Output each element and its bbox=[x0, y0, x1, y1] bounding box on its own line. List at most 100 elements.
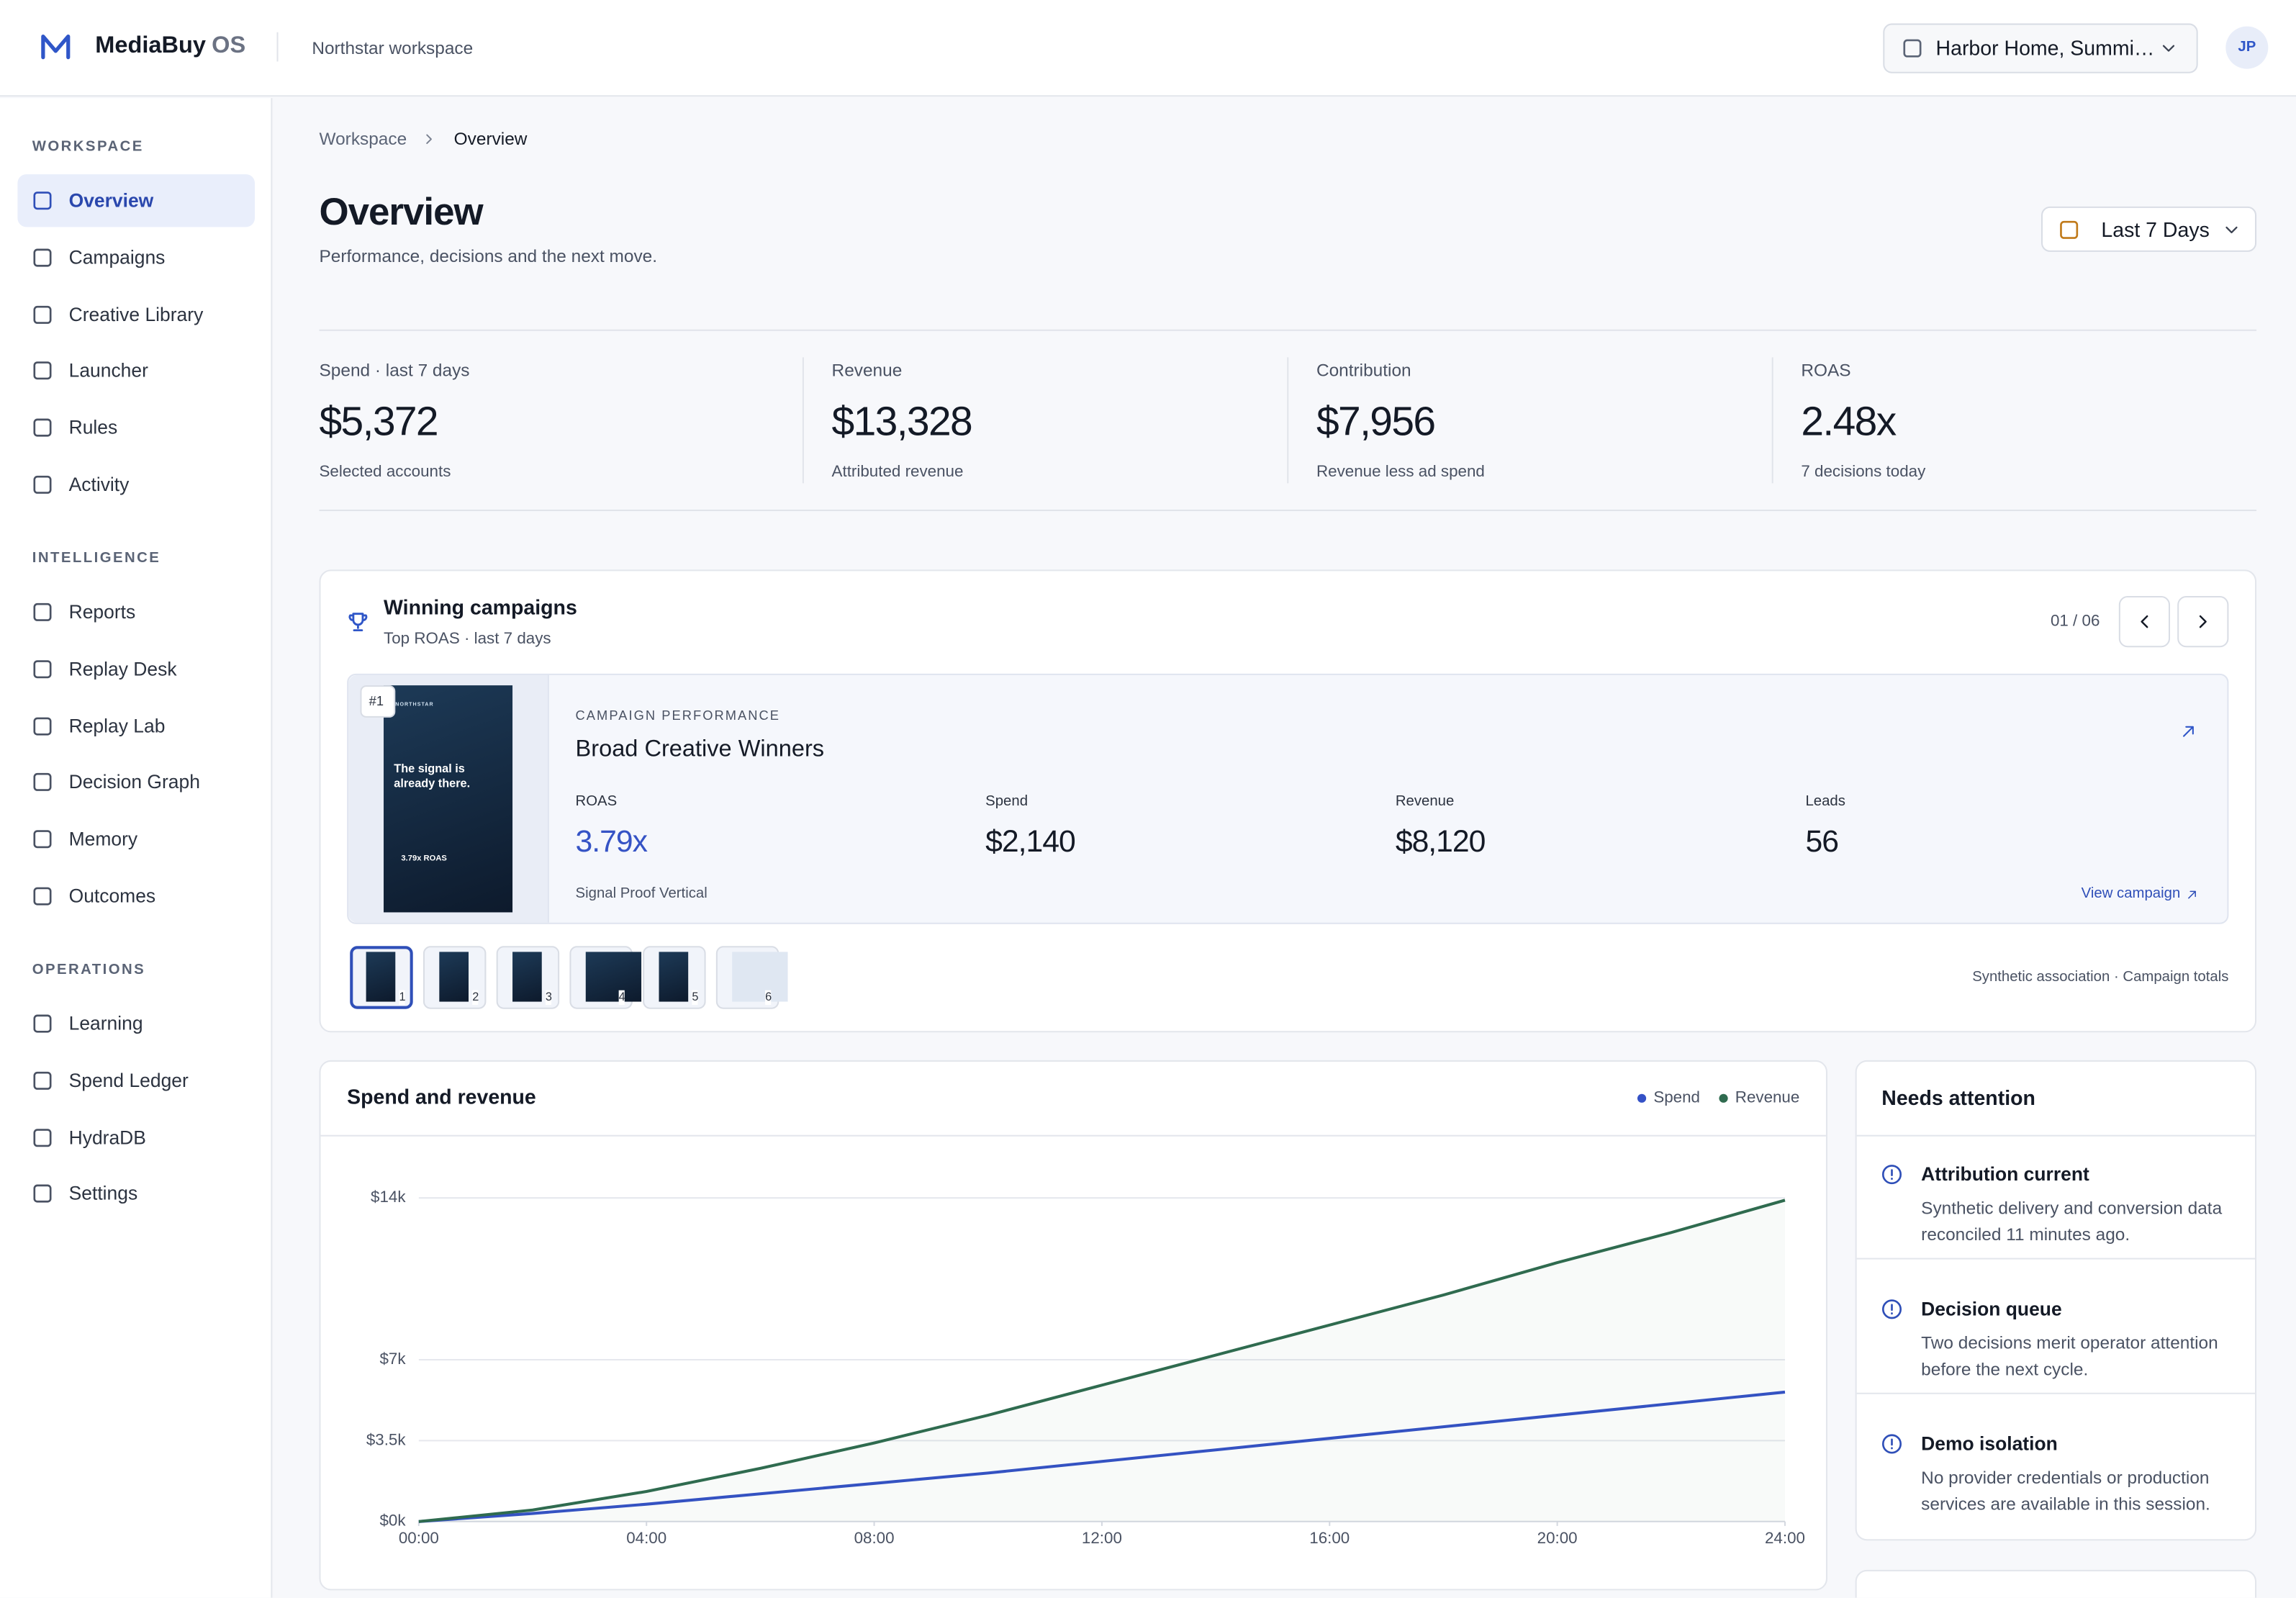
icon-shape bbox=[1903, 39, 1922, 58]
thumbnail-number: 3 bbox=[545, 990, 552, 1005]
y-tick-label: $0k bbox=[379, 1512, 406, 1530]
brand: MediaBuy OS bbox=[95, 32, 245, 62]
nav-item-label: Memory bbox=[68, 828, 138, 850]
icon bbox=[2225, 226, 2238, 234]
attention-card bbox=[1855, 1060, 2257, 1541]
icon bbox=[33, 716, 52, 735]
icon-shape bbox=[33, 191, 52, 210]
icon-shape bbox=[33, 716, 52, 735]
x-tick-label: 00:00 bbox=[399, 1529, 439, 1547]
icon bbox=[33, 887, 52, 906]
icon-shape bbox=[2225, 226, 2238, 234]
icon-shape bbox=[348, 612, 368, 631]
kpi-label: Revenue bbox=[831, 360, 903, 381]
icon-shape bbox=[33, 773, 52, 792]
pager-button[interactable] bbox=[2177, 596, 2229, 648]
card-subtitle: Top ROAS · last 7 days bbox=[384, 630, 551, 649]
workspace-name: Northstar workspace bbox=[312, 37, 474, 58]
item-divider bbox=[1856, 1392, 2256, 1394]
brand-text: OS bbox=[212, 33, 246, 59]
kpi-top-line bbox=[319, 329, 2257, 331]
rank-badge bbox=[360, 685, 396, 718]
icon bbox=[33, 830, 52, 849]
thumbnail-image bbox=[512, 952, 542, 1002]
icon-shape bbox=[2188, 890, 2196, 899]
kpi-divider bbox=[1287, 357, 1289, 484]
thumbnail-image bbox=[732, 952, 788, 1002]
kpi-note: Selected accounts bbox=[319, 463, 451, 482]
header-divider bbox=[1856, 1134, 2256, 1137]
account-select[interactable] bbox=[1883, 23, 2198, 73]
icon bbox=[2162, 45, 2175, 52]
poster-headline: The signal is already there. bbox=[394, 762, 471, 790]
thumbnail-number: 4 bbox=[618, 990, 625, 1005]
view-campaign-link[interactable]: View campaign bbox=[2081, 885, 2181, 903]
pager-button[interactable] bbox=[2118, 596, 2171, 648]
attention-text: Two decisions merit operator attention b… bbox=[1921, 1332, 2218, 1380]
icon bbox=[1881, 1165, 1902, 1185]
nav-section-title: WORKSPACE bbox=[32, 139, 144, 155]
icon bbox=[33, 1185, 52, 1204]
icon-shape bbox=[33, 1128, 52, 1147]
nav-item-label: Activity bbox=[68, 473, 130, 496]
y-tick-label: $3.5k bbox=[366, 1430, 407, 1448]
kpi-divider bbox=[1771, 357, 1773, 484]
metric-value: $2,140 bbox=[985, 825, 1076, 859]
attention-text: No provider credentials or production se… bbox=[1921, 1467, 2210, 1515]
page-subtitle: Performance, decisions and the next move… bbox=[319, 245, 658, 266]
nav-item-label: Spend Ledger bbox=[68, 1069, 189, 1091]
pager: 01 / 06 bbox=[2050, 613, 2100, 631]
creative-name: Signal Proof Vertical bbox=[575, 885, 708, 903]
kpi-label: Spend · last 7 days bbox=[319, 360, 470, 381]
footnote: Synthetic association · Campaign totals bbox=[1972, 969, 2229, 986]
y-tick-label: $7k bbox=[379, 1350, 406, 1368]
nav-item[interactable] bbox=[17, 459, 255, 511]
x-tick-label: 24:00 bbox=[1765, 1529, 1805, 1547]
icon-shape bbox=[33, 1071, 52, 1090]
metric-label: Spend bbox=[985, 793, 1029, 811]
page-title: Overview bbox=[319, 189, 484, 234]
legend-swatch bbox=[1719, 1093, 1728, 1103]
nav-item-label: HydraDB bbox=[68, 1126, 146, 1148]
thumbnail-image bbox=[659, 952, 689, 1002]
series-line bbox=[418, 1390, 1786, 1523]
metric-label: ROAS bbox=[575, 793, 618, 811]
x-tick-label: 12:00 bbox=[1082, 1529, 1122, 1547]
nav-item-label: Settings bbox=[68, 1183, 138, 1205]
icon-shape bbox=[1881, 1165, 1902, 1185]
nav-item-label: Replay Desk bbox=[68, 657, 177, 680]
icon bbox=[2060, 220, 2079, 239]
x-tick-label: 04:00 bbox=[626, 1529, 666, 1547]
nav-item[interactable] bbox=[17, 174, 255, 227]
nav-item-label: Campaigns bbox=[68, 245, 166, 268]
icon-shape bbox=[1881, 1299, 1902, 1319]
nav-section-title: OPERATIONS bbox=[32, 962, 146, 979]
nav-item-label: Learning bbox=[68, 1012, 143, 1034]
rank-label: #1 bbox=[369, 693, 384, 708]
thumbnail-number: 2 bbox=[472, 990, 479, 1005]
x-tick-label: 20:00 bbox=[1537, 1529, 1578, 1547]
icon bbox=[33, 191, 52, 210]
attention-title: Demo isolation bbox=[1921, 1432, 2058, 1455]
icon-shape bbox=[33, 659, 52, 678]
icon bbox=[2183, 725, 2194, 736]
nav-item-label: Creative Library bbox=[68, 302, 204, 325]
icon-shape bbox=[2162, 45, 2175, 52]
icon-shape bbox=[426, 134, 432, 145]
thumbnail-image bbox=[439, 952, 469, 1002]
icon bbox=[33, 475, 52, 494]
nav-item[interactable] bbox=[17, 402, 255, 454]
icon-shape bbox=[33, 248, 52, 267]
icon-shape bbox=[33, 830, 52, 849]
icon bbox=[426, 134, 432, 145]
icon bbox=[33, 1071, 52, 1090]
series-line bbox=[418, 1198, 1786, 1523]
avatar[interactable] bbox=[2225, 26, 2269, 69]
thumbnail-number: 6 bbox=[765, 990, 772, 1005]
thumbnail-number: 5 bbox=[692, 990, 699, 1005]
kpi-note: 7 decisions today bbox=[1801, 463, 1926, 482]
kpi-value: $5,372 bbox=[319, 398, 439, 444]
icon bbox=[2188, 890, 2196, 899]
